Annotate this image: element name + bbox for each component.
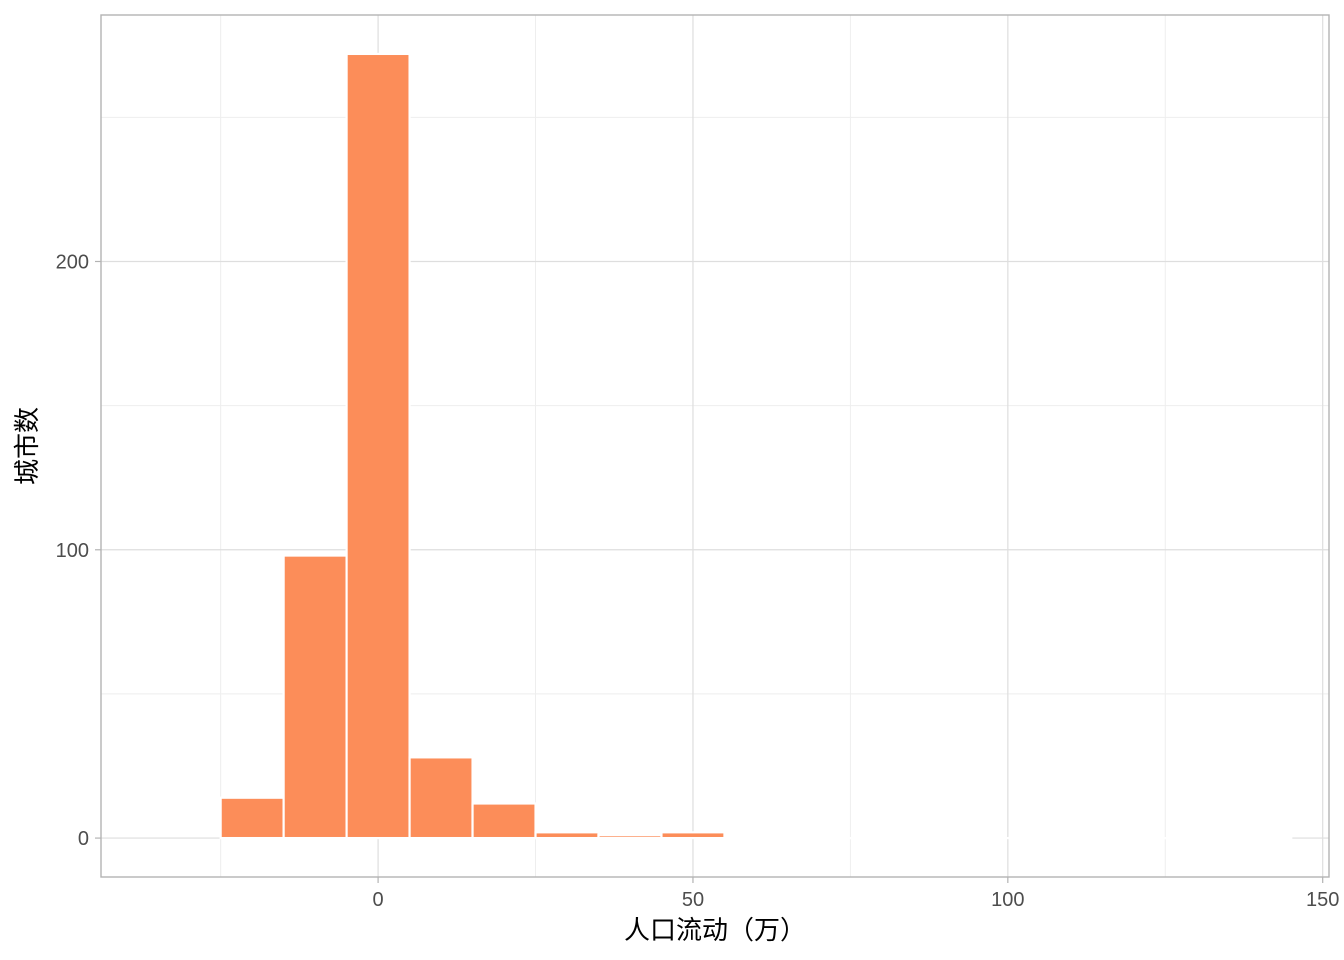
y-axis-ticks: 0 100 200 [56,251,101,850]
y-tick-label: 200 [56,251,89,273]
histogram-bars [219,52,1293,840]
x-tick-label: 150 [1306,889,1339,911]
x-axis-ticks: 0 50 100 150 [373,877,1339,911]
histogram-bar [597,834,663,840]
x-tick-label: 100 [991,889,1024,911]
y-axis-title: 城市数 [13,407,43,485]
histogram-bar [534,831,600,840]
x-tick-label: 0 [373,889,384,911]
panel-border [100,14,1330,878]
y-tick-label: 0 [78,828,89,850]
histogram-bar [282,554,348,840]
histogram-bar [219,796,285,840]
y-tick-label: 100 [56,540,89,562]
x-axis-title: 人口流动（万） [624,916,806,946]
x-tick-label: 50 [682,889,704,911]
histogram-bar [345,52,411,840]
histogram-bar [471,802,537,840]
histogram-bar [660,831,726,840]
histogram-bar [408,756,474,840]
